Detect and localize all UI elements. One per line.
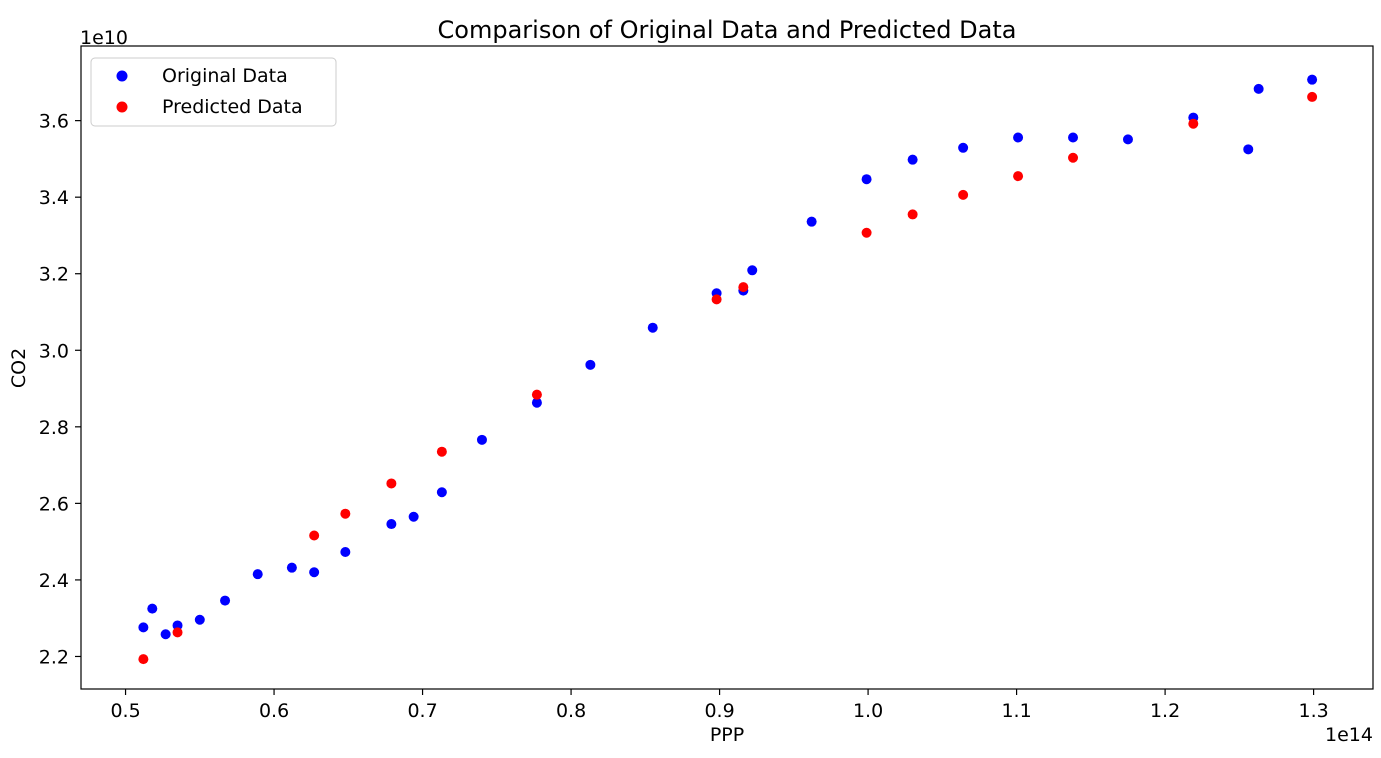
x-tick-label: 1.3 — [1298, 700, 1328, 722]
x-tick-label: 0.5 — [110, 700, 140, 722]
point-original — [585, 359, 596, 370]
point-original — [194, 614, 205, 625]
x-axis-ticks: 0.5 0.6 0.7 0.8 0.9 1.0 1.1 1.2 1.3 — [110, 689, 1329, 722]
point-predicted — [738, 282, 749, 293]
point-predicted — [386, 478, 397, 489]
point-predicted — [138, 654, 149, 665]
point-predicted — [309, 530, 320, 541]
y-axis-multiplier: 1e10 — [80, 27, 128, 49]
y-tick-label: 2.8 — [39, 417, 69, 439]
point-original — [1253, 83, 1264, 94]
point-original — [1122, 134, 1133, 145]
point-original — [309, 567, 320, 578]
x-tick-label: 0.6 — [259, 700, 289, 722]
x-tick-label: 1.1 — [1001, 700, 1031, 722]
y-tick-label: 2.2 — [39, 646, 69, 668]
point-original — [160, 629, 171, 640]
legend-box — [90, 57, 337, 127]
x-tick-label: 1.2 — [1150, 700, 1180, 722]
legend-label-predicted: Predicted Data — [162, 96, 303, 118]
chart-title: Comparison of Original Data and Predicte… — [438, 16, 1017, 44]
legend-label-original: Original Data — [162, 65, 288, 87]
x-tick-label: 0.9 — [704, 700, 734, 722]
point-original — [252, 569, 263, 580]
point-predicted — [861, 227, 872, 238]
point-original — [386, 519, 397, 530]
data-points — [138, 74, 1318, 665]
point-original — [138, 622, 149, 633]
point-original — [1068, 132, 1079, 143]
point-predicted — [1188, 118, 1199, 129]
point-original — [436, 487, 447, 498]
y-axis-label: CO2 — [8, 348, 30, 388]
point-original — [147, 603, 158, 614]
point-original — [958, 142, 969, 153]
point-predicted — [711, 294, 722, 305]
legend: Original Data Predicted Data — [90, 57, 337, 127]
point-original — [806, 216, 817, 227]
y-tick-label: 3.4 — [39, 187, 69, 209]
y-tick-label: 3.6 — [39, 111, 69, 133]
x-axis-multiplier: 1e14 — [1325, 724, 1373, 746]
legend-marker-original — [116, 70, 128, 82]
y-tick-label: 3.2 — [39, 264, 69, 286]
point-original — [1013, 132, 1024, 143]
point-original — [340, 546, 351, 557]
point-original — [476, 434, 487, 445]
plot-area-frame — [80, 45, 1374, 690]
point-predicted — [907, 209, 918, 220]
point-predicted — [1013, 171, 1024, 182]
point-original — [220, 595, 231, 606]
point-predicted — [340, 508, 351, 519]
point-original — [286, 562, 297, 573]
point-predicted — [1307, 91, 1318, 102]
point-predicted — [436, 446, 447, 457]
point-predicted — [172, 627, 183, 638]
y-tick-label: 2.6 — [39, 493, 69, 515]
point-original — [861, 174, 872, 185]
point-original — [408, 511, 419, 522]
point-predicted — [958, 189, 969, 200]
point-original — [747, 265, 758, 276]
point-original — [907, 154, 918, 165]
point-original — [1243, 144, 1254, 155]
legend-marker-predicted — [116, 101, 128, 113]
x-tick-label: 0.7 — [407, 700, 437, 722]
point-original — [647, 322, 658, 333]
point-original — [531, 397, 542, 408]
y-tick-label: 3.0 — [39, 340, 69, 362]
x-tick-label: 0.8 — [556, 700, 586, 722]
point-predicted — [531, 389, 542, 400]
x-axis-label: PPP — [710, 724, 744, 746]
y-axis-ticks: 2.2 2.4 2.6 2.8 3.0 3.2 3.4 3.6 — [39, 111, 81, 668]
y-tick-label: 2.4 — [39, 570, 69, 592]
x-tick-label: 1.0 — [853, 700, 883, 722]
point-original — [1307, 74, 1318, 85]
point-predicted — [1068, 152, 1079, 163]
point-original — [172, 620, 183, 631]
